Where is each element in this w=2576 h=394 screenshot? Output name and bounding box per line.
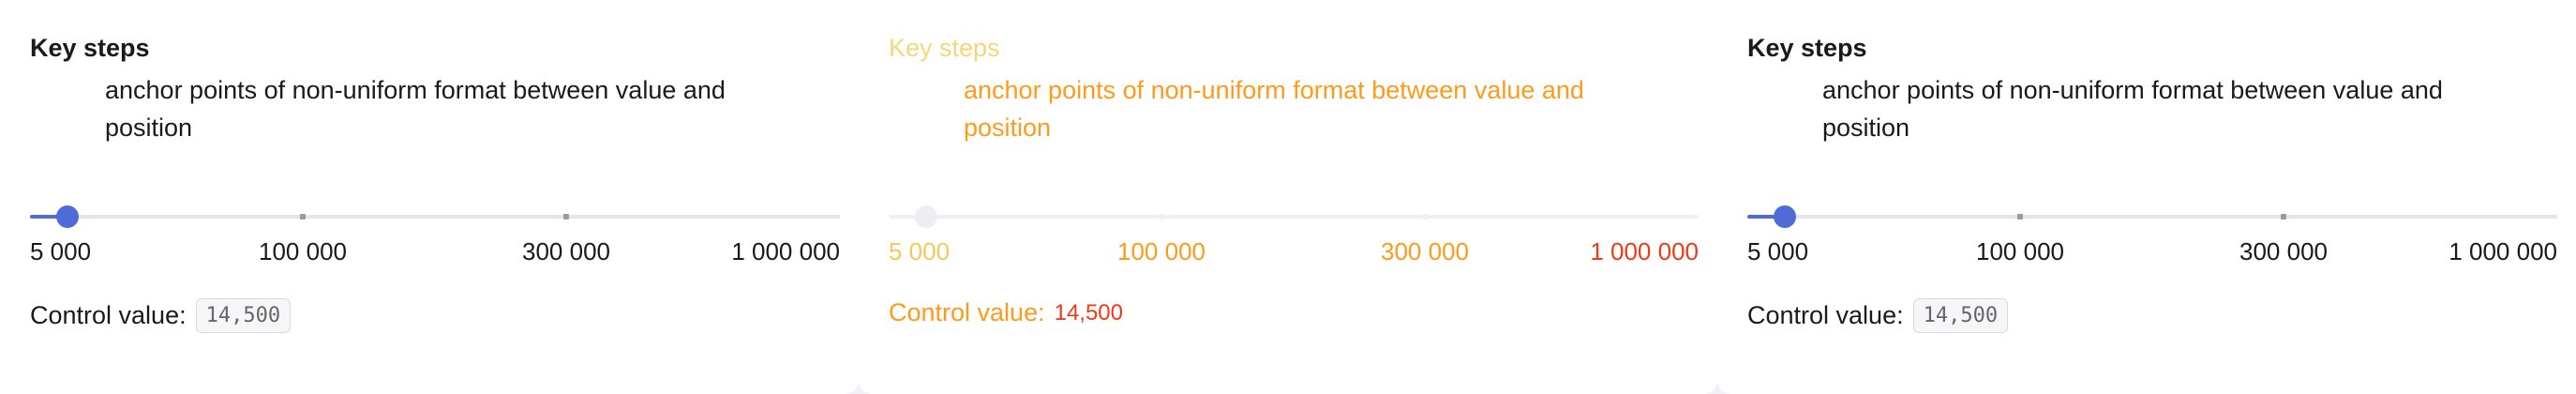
slider-track[interactable] xyxy=(1747,215,2557,219)
slider-labels: 5 000 100 000 300 000 1 000 000 xyxy=(30,237,840,269)
control-value-row: Control value: 14,500 xyxy=(30,298,292,333)
control-value: 14,500 xyxy=(1912,298,2009,333)
key-steps-slider[interactable] xyxy=(1747,202,2557,232)
slider-label: 1 000 000 xyxy=(731,237,840,265)
panel-description-text: anchor points of non-uniform format betw… xyxy=(964,76,1584,142)
slider-label: 300 000 xyxy=(1381,237,1469,265)
slider-track[interactable] xyxy=(30,215,840,219)
control-value-label: Control value: xyxy=(889,298,1045,326)
slider-thumb[interactable] xyxy=(915,205,937,228)
key-steps-panel-right: Key steps anchor points of non-uniform f… xyxy=(1717,0,2576,394)
slider-label: 300 000 xyxy=(522,237,610,265)
slider-labels: 5 000 100 000 300 000 1 000 000 xyxy=(1747,237,2557,269)
slider-step-mark xyxy=(563,214,569,220)
slider-thumb[interactable] xyxy=(56,205,79,228)
panel-description: anchor points of non-uniform format betw… xyxy=(105,76,726,142)
slider-label: 100 000 xyxy=(259,237,347,265)
control-value-label: Control value: xyxy=(30,301,187,329)
slider-label: 300 000 xyxy=(2239,237,2328,265)
slider-label: 5 000 xyxy=(1747,237,1809,265)
slider-step-mark xyxy=(2017,214,2023,220)
panel-title: Key steps xyxy=(889,32,1687,64)
slider-step-mark xyxy=(1159,214,1164,220)
control-value-row: Control value: 14,500 xyxy=(889,298,1123,327)
slider-step-mark xyxy=(2281,214,2286,220)
panel-title: Key steps xyxy=(30,34,150,62)
panel-description: anchor points of non-uniform format betw… xyxy=(964,71,1676,146)
slider-labels: 5 000 100 000 300 000 1 000 000 xyxy=(889,237,1699,269)
key-steps-panel-left: Key steps anchor points of non-uniform f… xyxy=(0,0,859,394)
slider-track[interactable] xyxy=(889,215,1699,219)
panel-title: Key steps xyxy=(1747,34,1867,62)
slider-label: 5 000 xyxy=(30,237,92,265)
slider-step-mark xyxy=(300,214,306,220)
slider-label: 100 000 xyxy=(1976,237,2064,265)
control-value-row: Control value: 14,500 xyxy=(1747,298,2009,333)
key-steps-slider[interactable] xyxy=(889,202,1699,232)
slider-fill xyxy=(1747,215,1785,219)
slider-label: 5 000 xyxy=(889,237,951,265)
slider-label: 1 000 000 xyxy=(1590,237,1699,265)
control-value: 14,500 xyxy=(195,298,292,333)
key-steps-slider[interactable] xyxy=(30,202,840,232)
control-value-label: Control value: xyxy=(1747,301,1904,329)
control-value: 14,500 xyxy=(1054,299,1123,326)
slider-step-mark xyxy=(1422,214,1428,220)
slider-label: 100 000 xyxy=(1117,237,1206,265)
slider-label: 1 000 000 xyxy=(2449,237,2557,265)
slider-fill xyxy=(30,215,67,219)
panel-title-text: Key steps xyxy=(889,34,1000,62)
key-steps-panel-middle: Key steps anchor points of non-uniform f… xyxy=(859,0,1717,394)
slider-thumb[interactable] xyxy=(1774,205,1796,228)
panel-description: anchor points of non-uniform format betw… xyxy=(1822,76,2443,142)
